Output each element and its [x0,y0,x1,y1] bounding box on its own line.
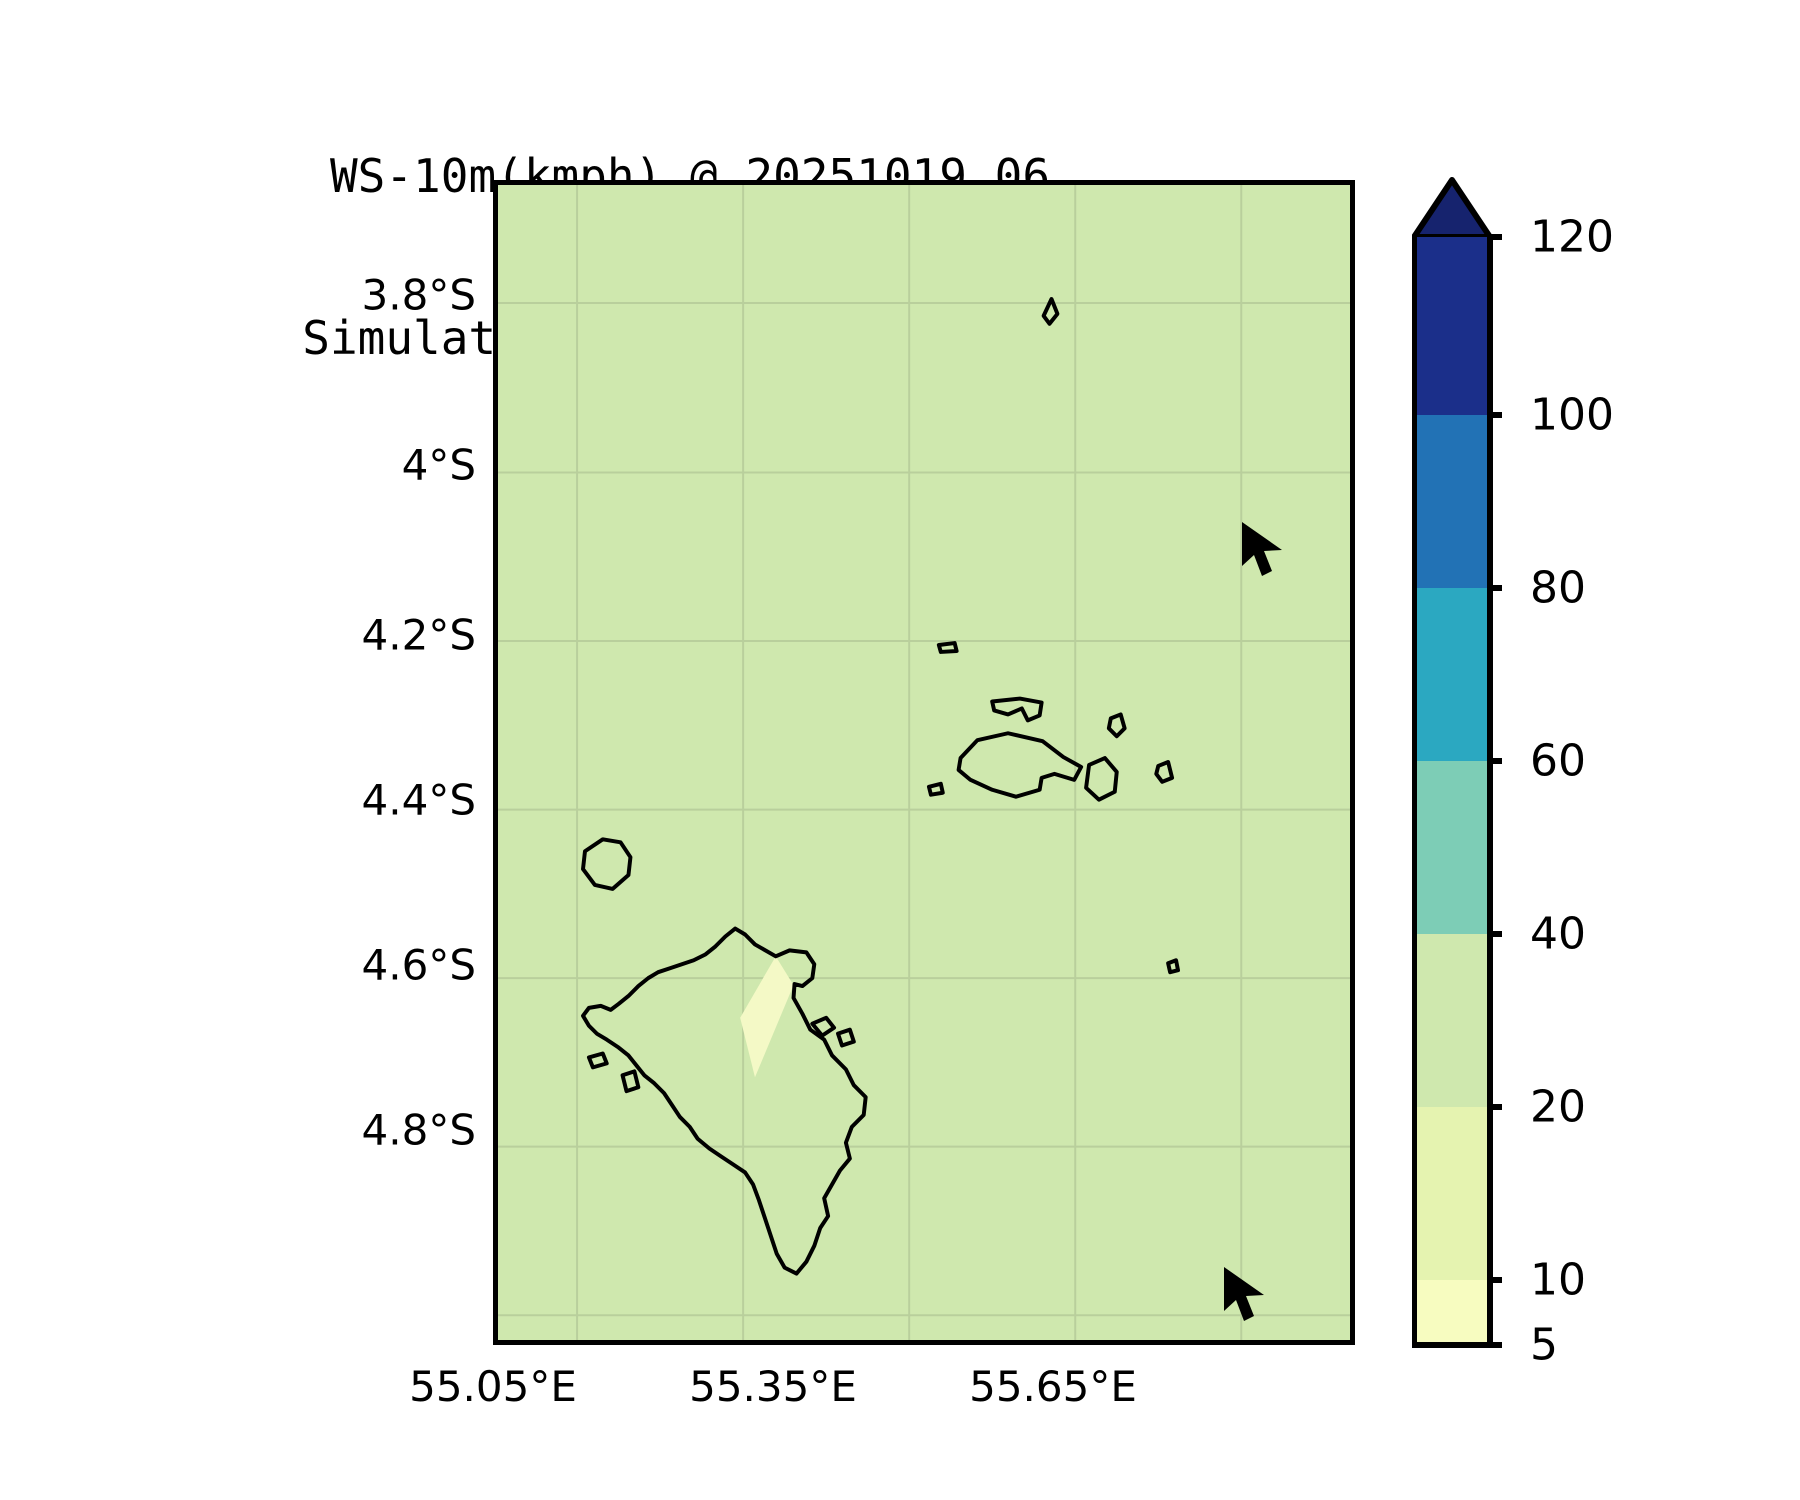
mouse-cursor-upper-icon [1240,520,1290,586]
colorbar-band-100-120 [1414,237,1490,415]
colorbar-tick-label-10: 10 [1530,1254,1586,1306]
colorbar-tick-label-80: 80 [1530,562,1586,614]
colorbar-canvas [1412,177,1502,1348]
island-sainte-anne [810,1015,837,1038]
colorbar-band-40-60 [1414,761,1490,934]
colorbar-tick-label-100: 100 [1530,389,1614,441]
colorbar-band-80-100 [1414,415,1490,588]
wind-band-20-40 [498,185,1350,1340]
colorbar-band-20-40 [1414,934,1490,1107]
island-felicite [1106,712,1127,739]
colorbar-outline [1412,237,1493,1348]
island-silhouette [581,837,633,891]
ytick-label-0: 3.8°S [361,270,476,320]
cursor-arrow-glyph [1224,1267,1264,1321]
island-mahe-islet-w2 [620,1069,641,1094]
island-cerf [836,1027,856,1048]
island-la-digue [1084,756,1119,802]
mouse-cursor-lower-icon [1222,1265,1272,1331]
island-mahe [581,926,868,1276]
map-canvas [498,185,1350,1340]
island-mahe-islet-w1 [586,1051,609,1070]
colorbar-tick-label-60: 60 [1530,735,1586,787]
colorbar[interactable] [1412,175,1502,1348]
ytick-label-2: 4.2°S [361,610,476,660]
ytick-label-1: 4°S [401,440,476,490]
colorbar-band-60-80 [1414,588,1490,761]
ytick-label-4: 4.6°S [361,940,476,990]
map-plot-area[interactable] [493,180,1355,1345]
island-islet-west-praslin [926,781,945,797]
cursor-arrow-glyph [1242,522,1282,576]
colorbar-tick-label-120: 120 [1530,211,1614,263]
island-marianne [1154,760,1175,784]
wind-band-10-20-mahe [740,956,794,1078]
island-bird [1041,297,1060,326]
colorbar-tick-label-5: 5 [1530,1319,1558,1371]
island-right-edge-sliver [1166,958,1180,975]
ytick-label-3: 4.4°S [361,775,476,825]
coastlines [581,297,1180,1276]
island-curieuse [990,696,1044,723]
map-gridlines [498,185,1350,1340]
colorbar-band-10-20 [1414,1107,1490,1280]
island-small-north [936,641,959,654]
ytick-label-5: 4.8°S [361,1105,476,1155]
xtick-label-0: 55.05°E [409,1362,577,1411]
xtick-label-1: 55.35°E [689,1362,857,1411]
colorbar-tick-label-20: 20 [1530,1081,1586,1133]
colorbar-ticks [1490,234,1502,1348]
colorbar-band-5-10 [1414,1280,1490,1345]
xtick-label-2: 55.65°E [969,1362,1137,1411]
colorbar-tick-label-40: 40 [1530,908,1586,960]
island-praslin [956,731,1084,799]
colorbar-extend-max [1412,177,1493,240]
